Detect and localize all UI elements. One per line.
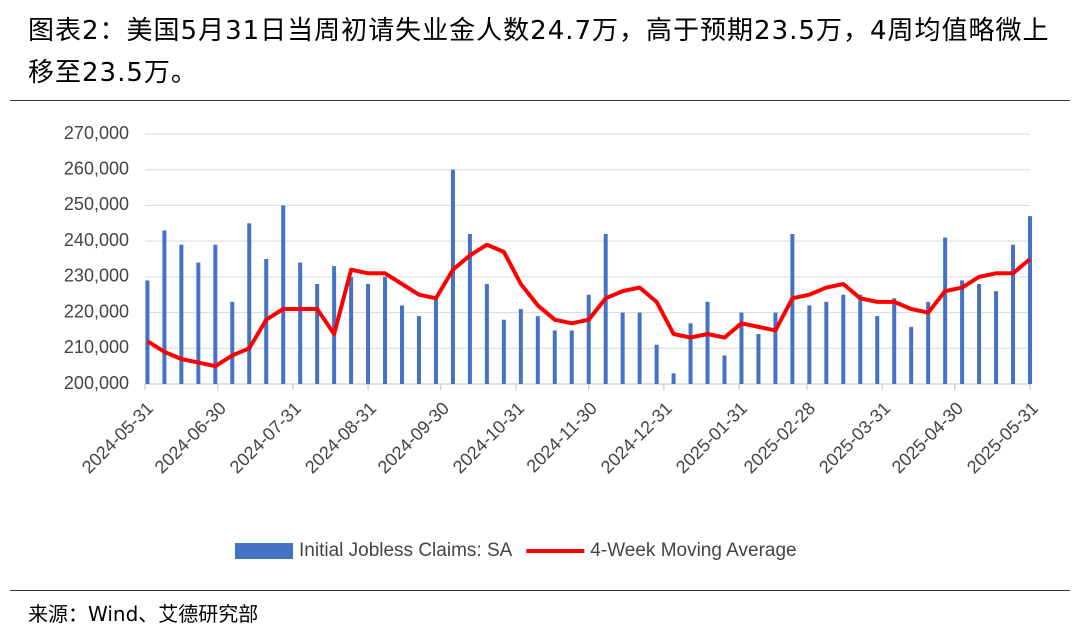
- bar: [671, 373, 676, 384]
- bar: [994, 291, 999, 384]
- y-tick-label: 210,000: [64, 337, 129, 357]
- bar: [501, 319, 506, 384]
- bar: [926, 301, 931, 384]
- bar: [315, 284, 320, 384]
- x-tick-label: 2025-05-31: [963, 398, 1042, 477]
- x-tick-label: 2024-08-31: [301, 398, 380, 477]
- bar: [349, 276, 354, 384]
- chart: 200,000 210,000 220,000 230,000 240,000 250,0…: [64, 123, 1042, 561]
- x-tick-label: 2024-10-31: [449, 398, 528, 477]
- x-tick-label: 2025-04-30: [888, 398, 967, 477]
- bar: [977, 284, 982, 384]
- bar: [841, 294, 846, 384]
- bar: [586, 294, 591, 384]
- bar: [179, 244, 184, 384]
- y-tick-label: 200,000: [64, 373, 129, 393]
- y-tick-label: 250,000: [64, 194, 129, 214]
- bar: [213, 244, 218, 384]
- y-tick-label: 240,000: [64, 230, 129, 250]
- bar: [960, 280, 965, 384]
- bar: [603, 234, 608, 384]
- bar: [400, 305, 405, 384]
- bar: [654, 344, 659, 384]
- x-tick-label: 2024-09-30: [374, 398, 453, 477]
- rule: [10, 590, 1070, 591]
- y-tick-label: 270,000: [64, 123, 129, 143]
- bar: [637, 312, 642, 384]
- bar: [535, 316, 540, 384]
- bar: [467, 234, 472, 384]
- bar: [858, 294, 863, 384]
- bar: [943, 237, 948, 384]
- x-tick-label: 2024-11-30: [523, 398, 601, 476]
- line: [146, 242, 1032, 369]
- bar: [196, 262, 201, 384]
- x-tick-label: 2025-02-28: [740, 398, 819, 477]
- source-note: 来源：Wind、艾德研究部: [28, 602, 259, 626]
- bar: [909, 326, 914, 384]
- bar: [416, 316, 421, 384]
- x-tick-label: 2025-03-31: [815, 398, 894, 477]
- rule: [10, 100, 1070, 101]
- chart-title: 图表2：美国5月31日当周初请失业金人数24.7万，高于预期23.5万，4周均值…: [28, 16, 1050, 88]
- bar: [145, 280, 150, 384]
- bar: [281, 205, 286, 384]
- bar: [552, 330, 557, 384]
- x-tick-label: 2024-12-31: [597, 398, 676, 477]
- y-tick-label: 260,000: [64, 158, 129, 178]
- x-tick-label: 2024-07-31: [226, 398, 305, 477]
- bar: [773, 312, 778, 384]
- x-tick-label: 2024-05-31: [78, 398, 157, 477]
- bar: [705, 301, 710, 384]
- bar: [366, 284, 371, 384]
- y-tick-label: 220,000: [64, 301, 129, 321]
- legend-label: 4-Week Moving Average: [590, 540, 796, 561]
- bar: [620, 312, 625, 384]
- bar: [484, 284, 489, 384]
- bar: [790, 234, 795, 384]
- bar: [756, 334, 761, 384]
- bar: [739, 312, 744, 384]
- bar: [807, 305, 812, 384]
- bar: [722, 355, 727, 384]
- bar: [162, 230, 167, 384]
- bar: [569, 330, 574, 384]
- bar: [1011, 244, 1016, 384]
- bar: [824, 301, 829, 384]
- legend-swatch: [235, 543, 293, 559]
- bar: [518, 309, 523, 384]
- bar: [383, 276, 388, 384]
- bar: [450, 169, 455, 384]
- bar: [332, 266, 337, 384]
- bar: [433, 298, 438, 384]
- bar: [230, 301, 235, 384]
- bar: [298, 262, 303, 384]
- bar: [875, 316, 880, 384]
- x-tick-label: 2025-01-31: [672, 398, 751, 477]
- bar: [1028, 216, 1032, 384]
- y-tick-label: 230,000: [64, 266, 129, 286]
- bar: [247, 223, 252, 384]
- bar: [892, 298, 897, 384]
- x-tick-label: 2024-06-30: [151, 398, 230, 477]
- legend-label: Initial Jobless Claims: SA: [299, 540, 513, 561]
- bar: [688, 323, 693, 384]
